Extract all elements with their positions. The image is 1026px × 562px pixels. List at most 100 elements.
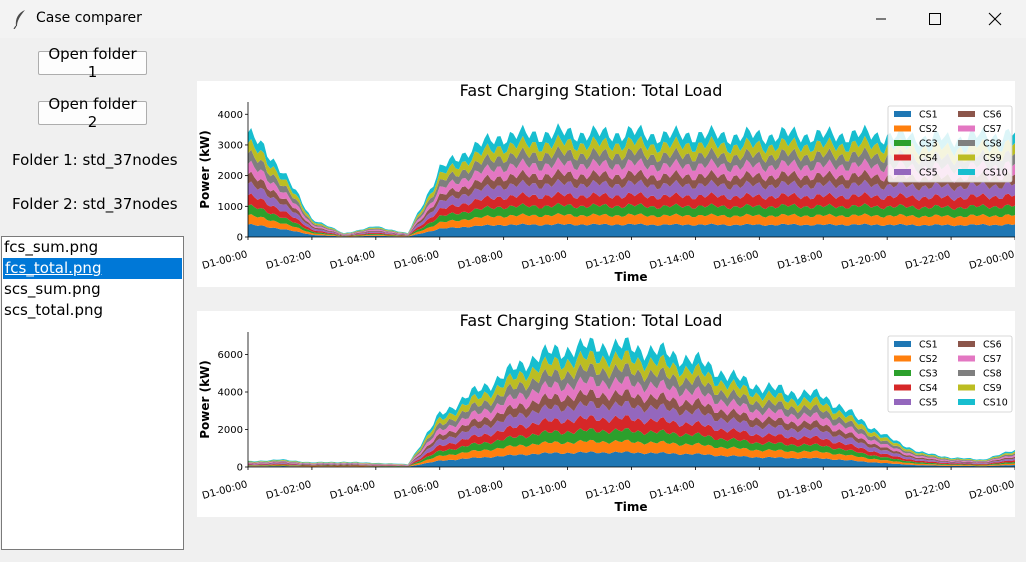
legend-swatch-cs1 [894, 111, 911, 117]
chart-top: 0 1000 2000 3000 4000 D1-00:00 D1-02:00 D1-04:0… [197, 81, 1016, 287]
y-axis-label: Power (kW) [198, 130, 212, 209]
x-tick-label: D1-14:00 [648, 479, 696, 502]
y-tick-label: 4000 [218, 110, 243, 121]
list-item[interactable]: fcs_sum.png [4, 238, 99, 256]
legend-label-cs1: CS1 [919, 110, 938, 121]
close-button[interactable] [972, 0, 1018, 38]
x-tick-label: D1-18:00 [776, 479, 824, 502]
folder-2-label: Folder 2: std_37nodes [12, 195, 178, 213]
legend-swatch-cs4 [894, 154, 911, 161]
legend-swatch-cs7 [958, 125, 975, 132]
maximize-button[interactable] [912, 0, 958, 38]
open-folder-2-button[interactable]: Open folder 2 [38, 95, 147, 131]
x-tick-label: D1-08:00 [457, 479, 505, 502]
legend-label-cs7: CS7 [983, 354, 1002, 365]
series-area-cs6 [248, 168, 1015, 236]
open-folder-1-button[interactable]: Open folder 1 [38, 45, 147, 81]
x-tick-label: D1-04:00 [329, 479, 377, 502]
series-area-cs7 [248, 376, 1015, 466]
series-area-cs1 [248, 451, 1015, 467]
legend-swatch-cs10 [958, 169, 975, 175]
legend-label-cs8: CS8 [983, 369, 1002, 380]
series-area-cs4 [248, 191, 1015, 236]
series-area-cs3 [248, 202, 1015, 237]
minimize-icon [875, 13, 887, 25]
close-icon [988, 12, 1002, 26]
x-tick-label: D1-04:00 [329, 249, 377, 272]
list-item[interactable]: scs_total.png [4, 301, 103, 319]
x-tick-label: D1-20:00 [840, 249, 888, 272]
legend-swatch-cs5 [894, 169, 911, 175]
x-tick-label: D1-02:00 [265, 479, 313, 502]
legend-label-cs9: CS9 [983, 153, 1002, 164]
series-area-cs5 [248, 178, 1015, 236]
legend-label-cs4: CS4 [919, 383, 938, 394]
y-tick-label: 3000 [218, 140, 243, 151]
legend-swatch-cs3 [894, 370, 911, 376]
legend-frame [887, 105, 1013, 183]
list-item-selected[interactable]: fcs_total.png [3, 258, 182, 279]
legend: CS1 CS2 CS3 CS4 CS5 CS6 CS7 CS8 CS9 CS10 [887, 105, 1013, 183]
y-tick-label: 1000 [218, 202, 243, 213]
legend-swatch-cs2 [894, 355, 911, 362]
legend-label-cs3: CS3 [919, 139, 938, 150]
legend-label-cs7: CS7 [983, 124, 1002, 135]
x-tick-label: D1-16:00 [712, 479, 760, 502]
series-area-cs9 [248, 350, 1015, 465]
legend-label-cs10: CS10 [983, 398, 1008, 409]
maximize-icon [929, 13, 941, 25]
chart-title: Fast Charging Station: Total Load [460, 311, 723, 330]
minimize-button[interactable] [858, 0, 904, 38]
x-tick-label: D1-14:00 [648, 249, 696, 272]
x-tick-label: D1-00:00 [201, 479, 249, 502]
series-area-cs7 [248, 157, 1015, 235]
x-tick-label: D1-20:00 [840, 479, 888, 502]
legend-swatch-cs3 [894, 140, 911, 146]
legend-label-cs2: CS2 [919, 354, 938, 365]
legend-label-cs5: CS5 [919, 168, 938, 179]
legend-label-cs9: CS9 [983, 383, 1002, 394]
series-area-cs2 [248, 439, 1015, 467]
legend-frame [887, 335, 1013, 413]
legend-label-cs6: CS6 [983, 110, 1002, 121]
file-listbox[interactable]: fcs_sum.png fcs_total.png scs_sum.png sc… [1, 236, 184, 550]
legend-swatch-cs4 [894, 384, 911, 391]
legend-label-cs10: CS10 [983, 168, 1008, 179]
x-tick-label: D1-06:00 [393, 249, 441, 272]
legend: CS1 CS2 CS3 CS4 CS5 CS6 CS7 CS8 CS9 CS10 [887, 335, 1013, 413]
y-axis-label: Power (kW) [198, 360, 212, 439]
chart-top-svg: 0 1000 2000 3000 4000 D1-00:00 D1-02:00 D1-04:0… [198, 81, 1016, 284]
legend-swatch-cs8 [958, 140, 975, 146]
x-tick-label: D1-16:00 [712, 249, 760, 272]
y-tick-label: 0 [237, 463, 243, 474]
x-tick-label: D1-08:00 [457, 249, 505, 272]
series-area-cs6 [248, 389, 1015, 466]
legend-swatch-cs1 [894, 341, 911, 347]
legend-label-cs6: CS6 [983, 340, 1002, 351]
series-area-cs2 [248, 213, 1015, 237]
legend-label-cs1: CS1 [919, 340, 938, 351]
legend-label-cs2: CS2 [919, 124, 938, 135]
legend-swatch-cs8 [958, 370, 975, 376]
chart-bottom: 0 2000 4000 6000 D1-00:00 D1-02:00 D1-04:00 D1-… [197, 311, 1016, 517]
folder-1-label: Folder 1: std_37nodes [12, 151, 178, 169]
series-area-cs5 [248, 400, 1015, 466]
window-title: Case comparer [36, 10, 142, 26]
x-tick-label: D1-18:00 [776, 249, 824, 272]
legend-swatch-cs7 [958, 355, 975, 362]
y-tick-label: 2000 [218, 171, 243, 182]
legend-swatch-cs2 [894, 125, 911, 132]
legend-swatch-cs6 [958, 341, 975, 347]
y-tick-label: 4000 [218, 388, 243, 399]
x-axis-label: Time [615, 270, 648, 284]
chart-bottom-svg: 0 2000 4000 6000 D1-00:00 D1-02:00 D1-04:00 D1-… [198, 311, 1016, 514]
x-tick-label: D1-12:00 [585, 249, 633, 272]
list-item[interactable]: scs_sum.png [4, 280, 101, 298]
x-tick-label: D2-00:00 [968, 249, 1015, 272]
series-area-cs4 [248, 415, 1015, 467]
x-tick-label: D1-02:00 [265, 249, 313, 272]
x-tick-label: D1-10:00 [521, 479, 569, 502]
title-bar[interactable]: Case comparer [0, 0, 1026, 38]
x-tick-label: D1-22:00 [904, 479, 952, 502]
